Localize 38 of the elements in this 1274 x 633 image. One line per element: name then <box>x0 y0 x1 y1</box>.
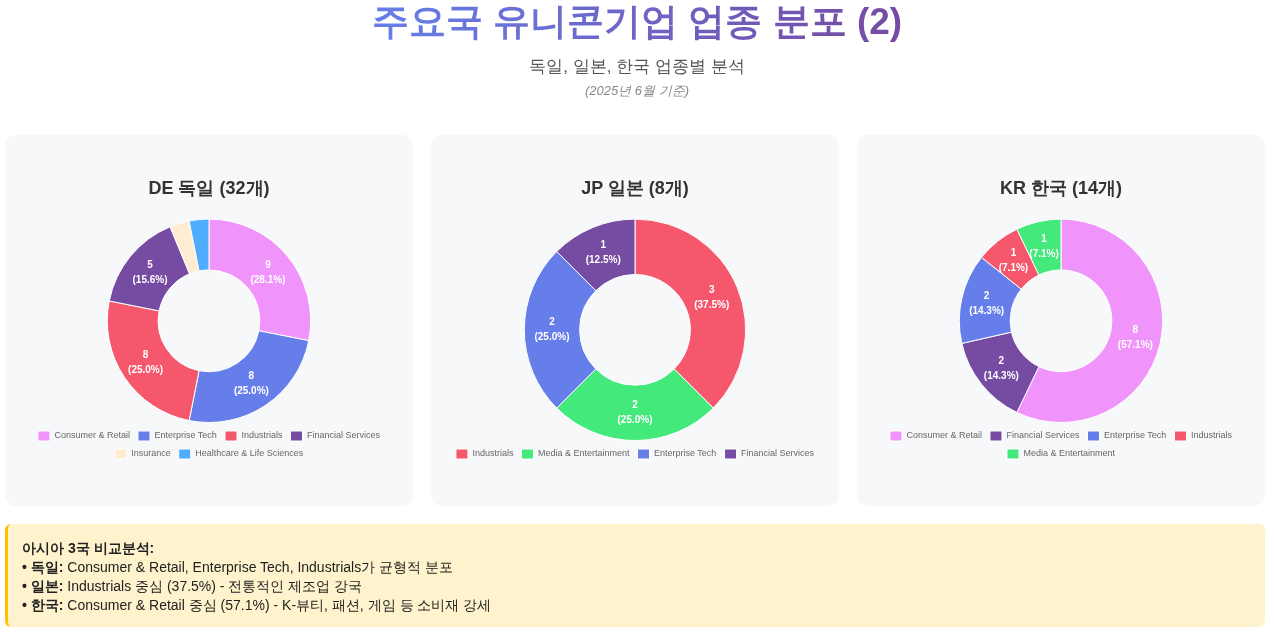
data-label: 3 (37.5%) <box>694 284 730 311</box>
data-label: 1 (7.1%) <box>998 247 1029 274</box>
legend-label: Financial Services <box>1006 430 1080 441</box>
legend-label: Industrials <box>472 448 514 459</box>
data-label: 2 (25.0%) <box>534 316 570 343</box>
text: • 독일: Consumer & Retail, Enterprise Tech, Industrials가 균형적 분포 <box>22 558 454 577</box>
legend-label: Enterprise Tech <box>1104 430 1167 441</box>
chart-title: JP 일본 (8개) <box>581 177 689 198</box>
legend-label: Financial Services <box>307 430 381 441</box>
legend-label: Healthcare & Life Sciences <box>195 448 304 459</box>
text: • 한국: Consumer & Retail 중심 (57.1%) - K-뷰티, 패션, 게임 등 소비재 강세 <box>22 596 493 615</box>
legend-label: Financial Services <box>741 448 815 459</box>
data-label: 8 (57.1%) <box>1117 324 1153 351</box>
legend-label: Consumer & Retail <box>54 430 130 441</box>
legend-label: Media & Entertainment <box>537 448 630 459</box>
data-label: 5 (15.6%) <box>132 258 168 285</box>
legend-label: Industrials <box>241 430 284 441</box>
data-label: 2 (14.3%) <box>969 290 1005 317</box>
text: 아시아 3국 비교분석: <box>22 540 155 556</box>
data-label: 1 (12.5%) <box>585 239 621 266</box>
legend-label: Industrials <box>1191 430 1233 441</box>
text: • 일본: Industrials 중심 (37.5%) - 전통적인 제조업 강국 <box>22 577 364 596</box>
legend-label: Enterprise Tech <box>654 448 717 459</box>
text: 독일, 일본, 한국 업종별 분석 <box>528 56 746 78</box>
text: (2025년 6월 기준) <box>583 82 690 100</box>
legend-label: Insurance <box>131 448 171 459</box>
data-label: 2 (14.3%) <box>983 354 1019 381</box>
chart-title: DE 독일 (32개) <box>148 177 270 198</box>
data-label: 9 (28.1%) <box>250 258 286 285</box>
legend-label: Consumer & Retail <box>906 430 982 441</box>
legend-label: Media & Entertainment <box>1023 448 1116 459</box>
data-label: 1 (7.1%) <box>1029 232 1059 259</box>
data-label: 8 (25.0%) <box>128 349 164 376</box>
data-label: 2 (25.0%) <box>617 399 653 426</box>
legend-label: Enterprise Tech <box>154 430 217 441</box>
text: 주요국 유니콘기업 업종 분포 (2) <box>371 1 903 42</box>
data-label: 8 (25.0%) <box>233 370 269 397</box>
chart-title: KR 한국 (14개) <box>999 177 1123 198</box>
